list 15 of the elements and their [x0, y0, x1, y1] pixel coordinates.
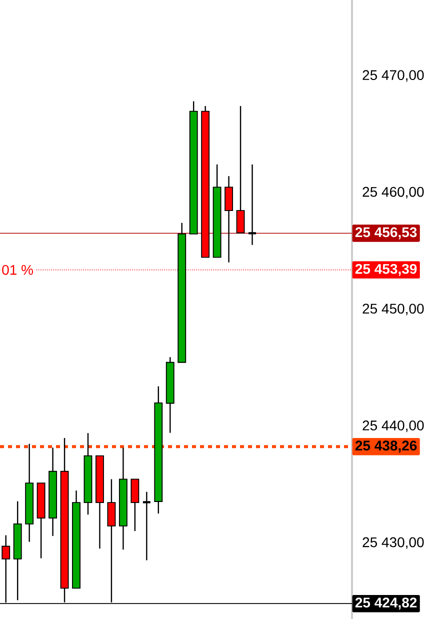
y-tick-label: 25 460,00 — [362, 186, 424, 198]
ref-line-label: 25 424,82 — [355, 598, 417, 610]
candlestick — [142, 491, 152, 561]
y-tick-label: 25 470,00 — [362, 70, 424, 82]
y-tick-label: 25 450,00 — [362, 304, 424, 316]
ref-line-label: 25 456,53 — [355, 227, 417, 240]
candlestick — [130, 478, 140, 532]
annotation: 01 % — [2, 264, 33, 275]
y-tick-label: 25 440,00 — [362, 420, 424, 432]
candlestick — [247, 164, 258, 246]
y-tick-label: 25 430,00 — [362, 537, 424, 549]
candlestick — [236, 105, 245, 234]
ref-line-label: 25 438,26 — [355, 440, 417, 453]
ref-line-label: 25 453,39 — [355, 264, 417, 276]
candlestick — [224, 176, 234, 264]
